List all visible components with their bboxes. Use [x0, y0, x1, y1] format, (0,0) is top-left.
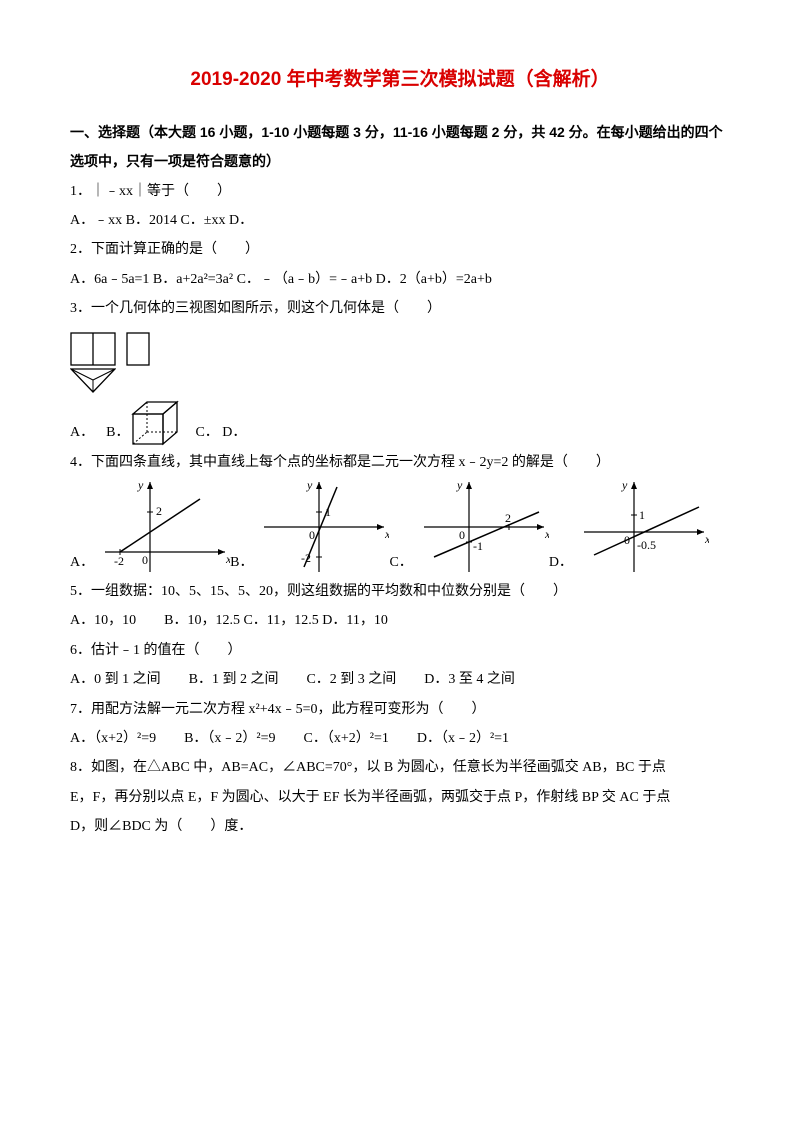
q6-text: 6．估计﹣1 的值在（ ） — [70, 636, 730, 665]
q3-cube-icon — [129, 398, 181, 448]
q3-front-view-icon — [70, 332, 116, 366]
q4-opt-b: B． — [230, 548, 253, 577]
q3-opt-a: A． — [70, 418, 94, 447]
svg-text:1: 1 — [639, 508, 645, 522]
q3-opt-cd: C． D． — [195, 418, 246, 447]
svg-text:0: 0 — [142, 553, 148, 567]
svg-text:-1: -1 — [473, 539, 483, 553]
page-title: 2019-2020 年中考数学第三次模拟试题（含解析） — [70, 60, 730, 100]
q4-chart-b: x y 0 1 -2 — [259, 477, 389, 577]
svg-text:y: y — [306, 478, 313, 492]
svg-text:x: x — [544, 527, 549, 541]
q4-chart-d: x y 0 1 -0.5 — [579, 477, 709, 577]
q2-options: A．6a﹣5a=1 B．a+2a²=3a² C．﹣（a﹣b）=﹣a+b D．2（… — [70, 265, 730, 294]
q2-text: 2．下面计算正确的是（ ） — [70, 235, 730, 264]
svg-text:-2: -2 — [301, 551, 311, 565]
svg-text:0: 0 — [309, 528, 315, 542]
q1-text: 1．｜﹣xx｜等于（ ） — [70, 177, 730, 206]
q8-line3: D，则∠BDC 为（ ）度． — [70, 812, 730, 841]
q3-views-row — [70, 332, 730, 366]
q7-options: A．（x+2）²=9 B．（x﹣2）²=9 C．（x+2）²=1 D．（x﹣2）… — [70, 724, 730, 753]
q4-chart-a: x y 0 -2 2 — [100, 477, 230, 577]
q4-opt-c: C． — [389, 548, 412, 577]
q6-options: A．0 到 1 之间 B．1 到 2 之间 C．2 到 3 之间 D．3 至 4… — [70, 665, 730, 694]
q8-line2: E，F，再分别以点 E，F 为圆心、以大于 EF 长为半径画弧，两弧交于点 P，… — [70, 783, 730, 812]
svg-text:y: y — [137, 478, 144, 492]
svg-text:2: 2 — [156, 504, 162, 518]
q8-line1: 8．如图，在△ABC 中，AB=AC，∠ABC=70°，以 B 为圆心，任意长为… — [70, 753, 730, 782]
q4-charts-row: A． x y 0 -2 2 B． — [70, 477, 730, 577]
svg-text:y: y — [621, 478, 628, 492]
q3-text: 3．一个几何体的三视图如图所示，则这个几何体是（ ） — [70, 294, 730, 323]
q4-opt-a: A． — [70, 548, 94, 577]
q3-side-view-icon — [126, 332, 150, 366]
q4-text: 4．下面四条直线，其中直线上每个点的坐标都是二元一次方程 x﹣2y=2 的解是（… — [70, 448, 730, 477]
svg-text:x: x — [704, 532, 709, 546]
q4-opt-d: D． — [549, 548, 573, 577]
svg-text:x: x — [384, 527, 389, 541]
svg-text:1: 1 — [325, 505, 331, 519]
q3-top-view-icon — [70, 368, 116, 394]
q5-text: 5．一组数据：10、5、15、5、20，则这组数据的平均数和中位数分别是（ ） — [70, 577, 730, 606]
q1-options: A．﹣xx B．2014 C．±xx D． — [70, 206, 730, 235]
section-1-heading: 一、选择题（本大题 16 小题，1-10 小题每题 3 分，11-16 小题每题… — [70, 118, 730, 177]
q4-chart-c: x y 0 2 -1 — [419, 477, 549, 577]
svg-text:0: 0 — [459, 528, 465, 542]
svg-text:-0.5: -0.5 — [637, 538, 656, 552]
svg-text:2: 2 — [505, 511, 511, 525]
q3-opt-b: B． — [106, 418, 129, 447]
svg-text:y: y — [456, 478, 463, 492]
q3-options-row: A． B． C． D． — [70, 398, 730, 448]
svg-text:-2: -2 — [114, 554, 124, 568]
q5-options: A．10，10 B．10，12.5 C．11，12.5 D．11，10 — [70, 606, 730, 635]
q7-text: 7．用配方法解一元二次方程 x²+4x﹣5=0，此方程可变形为（ ） — [70, 695, 730, 724]
